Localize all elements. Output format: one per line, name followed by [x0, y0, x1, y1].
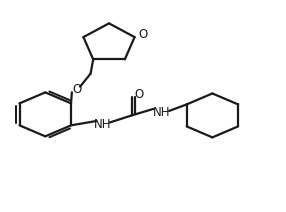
Text: O: O	[134, 88, 143, 101]
Text: O: O	[139, 28, 148, 41]
Text: NH: NH	[94, 118, 112, 131]
Text: NH: NH	[153, 106, 170, 119]
Text: O: O	[72, 83, 82, 96]
